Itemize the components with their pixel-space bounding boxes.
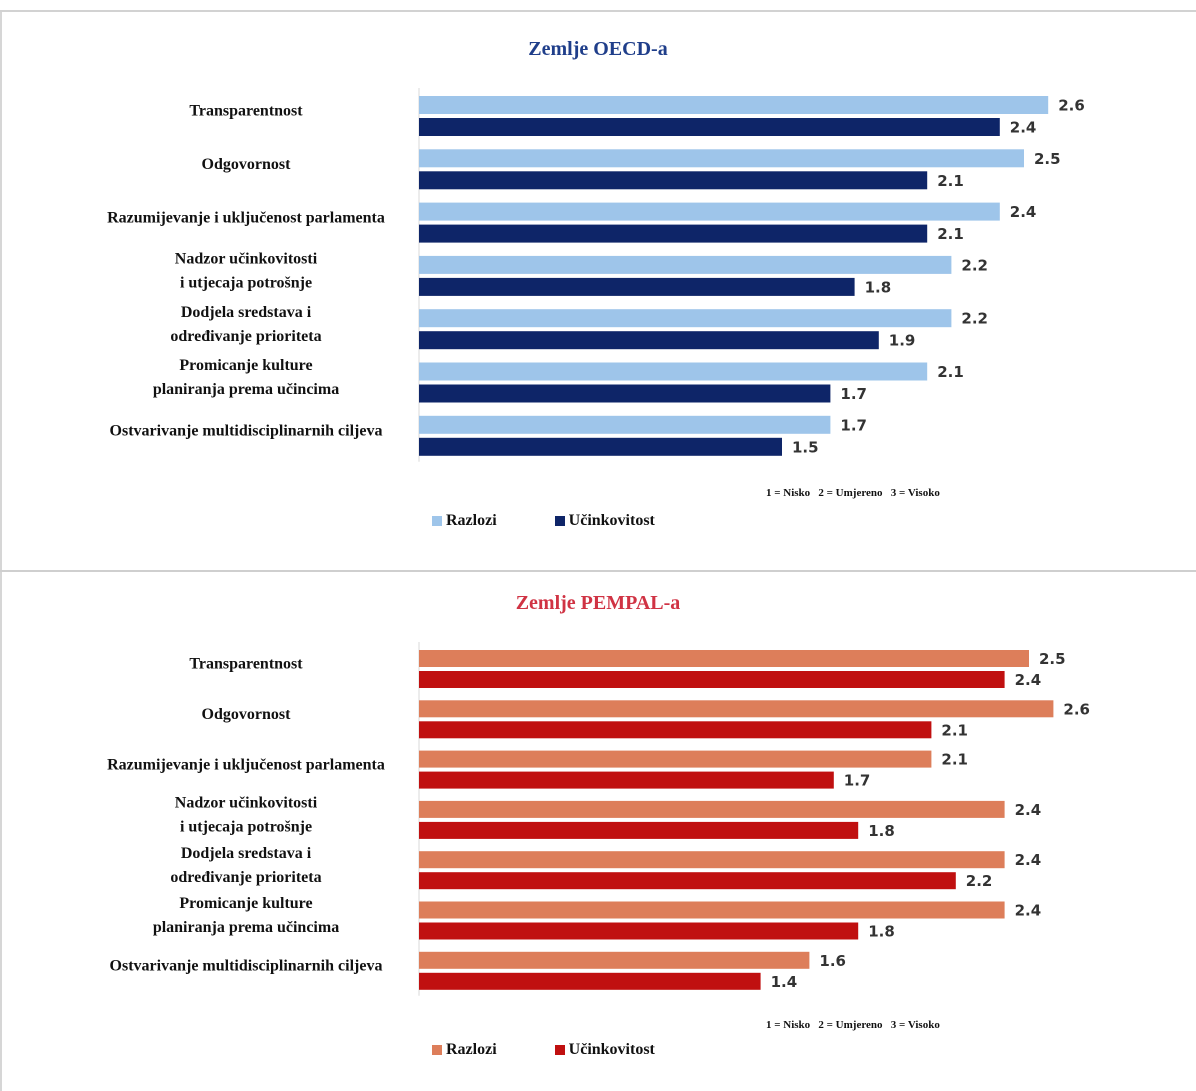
oecd-bar-performance [419,224,928,243]
pempal-legend: Razlozi Učinkovitost [432,1041,655,1059]
oecd-bar-reasons [419,415,831,434]
pempal-bar-reasons [419,951,810,969]
pempal-data-label: 2.5 [1039,650,1066,668]
oecd-category-label: Ostvarivanje multidisciplinarnih ciljeva [110,422,383,439]
pempal-bar-performance [419,821,859,839]
oecd-bar-reasons [419,362,928,381]
oecd-category-label: Nadzor učinkovitosti [175,251,318,268]
oecd-data-label: 1.5 [792,438,819,456]
pempal-bar-reasons [419,650,1029,667]
pempal-bar-performance [419,922,859,940]
pempal-category-label: Razumijevanje i uključenost parlamenta [107,756,385,773]
legend-label: Razlozi [446,1041,497,1058]
legend-label: Razlozi [446,512,497,529]
oecd-legend: Razlozi Učinkovitost [432,512,655,530]
legend-label: Učinkovitost [568,512,655,529]
oecd-bar-reasons [419,255,952,274]
oecd-data-label: 1.7 [840,416,867,434]
oecd-chart-title: Zemlje OECD-a [528,38,668,60]
pempal-bar-reasons [419,700,1054,718]
oecd-bar-reasons [419,202,1000,221]
oecd-bar-reasons [419,149,1024,168]
pempal-bar-performance [419,872,956,890]
oecd-bar-chart: 2.6 2.4 Transparentnost 2.5 2.1 Odgovornost 2.… [107,88,1085,462]
oecd-data-label: 1.7 [840,385,867,403]
oecd-category-label: Dodjela sredstava i [181,304,312,321]
pempal-data-label: 2.2 [966,872,993,890]
oecd-category-label: Transparentnost [189,103,303,120]
oecd-data-label: 2.4 [1010,119,1037,137]
pempal-data-label: 2.4 [1015,671,1042,689]
legend-swatch [554,516,565,526]
oecd-legend-performance: Učinkovitost [554,512,655,530]
pempal-bar-chart: 2.5 2.4 Transparentnost 2.6 2.1 Odgovornost 2.… [107,642,1090,996]
oecd-data-label: 2.5 [1034,150,1061,168]
oecd-data-label: 2.2 [961,310,988,328]
pempal-data-label: 2.4 [1015,851,1042,869]
oecd-category-label: Razumijevanje i uključenost parlamenta [107,209,385,226]
oecd-bar-performance [419,384,831,403]
pempal-bar-reasons [419,750,932,768]
oecd-data-label: 2.1 [937,225,964,243]
pempal-data-label: 2.6 [1063,700,1090,718]
legend-label: Učinkovitost [568,1041,655,1058]
pempal-category-label: Promicanje kulture [179,895,312,912]
legend-swatch [432,1045,442,1055]
pempal-category-label: i utjecaja potrošnje [180,819,312,836]
legend-swatch [554,1045,565,1055]
oecd-category-label: određivanje prioriteta [170,328,321,345]
pempal-data-label: 2.1 [941,721,968,739]
oecd-bar-performance [419,171,928,190]
pempal-category-label: Odgovornost [202,706,292,723]
panel-border [0,10,2,1091]
pempal-legend-performance: Učinkovitost [554,1041,655,1059]
pempal-category-label: planiranja prema učincima [153,919,339,936]
oecd-category-label: Odgovornost [202,156,292,173]
pempal-bar-reasons [419,901,1005,919]
oecd-chart-panel: Zemlje OECD-a 2.6 2.4 Transparentnost 2.5 2.… [0,10,1196,572]
oecd-scale-note: 1 = Nisko 2 = Umjereno 3 = Visoko [766,487,940,499]
oecd-bar-performance [419,437,782,456]
pempal-category-label: Ostvarivanje multidisciplinarnih ciljeva [110,957,383,974]
oecd-data-label: 1.9 [889,332,916,350]
pempal-bar-performance [419,671,1005,688]
pempal-chart-title: Zemlje PEMPAL-a [515,592,681,614]
oecd-data-label: 2.1 [937,363,964,381]
pempal-data-label: 2.4 [1015,801,1042,819]
pempal-bar-reasons [419,800,1005,818]
oecd-bar-performance [419,118,1000,136]
oecd-data-label: 1.8 [865,278,892,296]
legend-swatch [432,516,442,526]
oecd-legend-reasons: Razlozi [432,512,497,530]
oecd-bar-performance [419,331,879,350]
oecd-bar-performance [419,277,855,296]
pempal-data-label: 1.8 [868,822,895,840]
pempal-legend-reasons: Razlozi [432,1041,497,1059]
oecd-data-label: 2.2 [961,256,988,274]
pempal-data-label: 1.8 [868,923,895,941]
pempal-category-label: određivanje prioriteta [170,869,321,886]
pempal-data-label: 1.4 [771,973,798,991]
pempal-bar-performance [419,972,761,990]
oecd-category-label: Promicanje kulture [179,357,312,374]
oecd-data-label: 2.4 [1010,203,1037,221]
pempal-chart-panel: Zemlje PEMPAL-a 2.5 2.4 Transparentnost 2.6… [0,572,1196,1091]
pempal-category-label: Dodjela sredstava i [181,845,312,862]
oecd-bar-reasons [419,309,952,328]
pempal-data-label: 2.4 [1015,902,1042,920]
pempal-data-label: 2.1 [941,751,968,769]
oecd-category-label: i utjecaja potrošnje [180,275,312,292]
pempal-scale-note: 1 = Nisko 2 = Umjereno 3 = Visoko [766,1019,940,1031]
oecd-data-label: 2.6 [1058,97,1085,115]
pempal-category-label: Nadzor učinkovitosti [175,795,318,812]
pempal-data-label: 1.7 [844,772,871,790]
pempal-bar-reasons [419,851,1005,869]
oecd-category-label: planiranja prema učincima [153,381,339,398]
oecd-data-label: 2.1 [937,172,964,190]
pempal-data-label: 1.6 [819,952,846,970]
oecd-bar-reasons [419,96,1049,114]
pempal-bar-performance [419,721,932,739]
pempal-bar-performance [419,771,834,789]
pempal-category-label: Transparentnost [189,656,303,673]
